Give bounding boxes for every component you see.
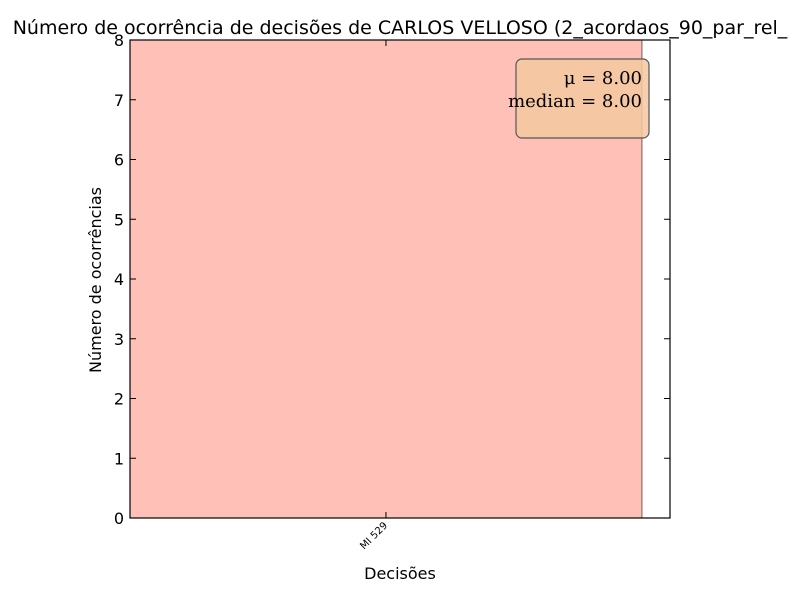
y-tick-label: 1 [114,449,124,468]
y-axis-label: Número de ocorrências [86,187,105,373]
stats-annotation: μ = 8.00 median = 8.00 [508,58,650,139]
y-tick-label: 3 [114,330,124,349]
y-tick-label: 7 [114,91,124,110]
y-tick-label: 6 [114,151,124,170]
x-axis-label: Decisões [364,564,436,583]
median-label: median = 8.00 [508,91,642,112]
y-tick-label: 5 [114,210,124,229]
mean-label: μ = 8.00 [564,68,642,89]
y-tick-label: 2 [114,390,124,409]
y-tick-label: 4 [114,270,124,289]
y-axis-ticks: 0 1 2 3 4 5 6 7 8 [114,31,670,528]
y-tick-label: 8 [114,31,124,50]
x-category-label: MI 529 [358,520,390,552]
y-tick-label: 0 [114,509,124,528]
chart-title: Número de ocorrência de decisões de CARL… [13,17,788,39]
stats-box [515,58,650,139]
